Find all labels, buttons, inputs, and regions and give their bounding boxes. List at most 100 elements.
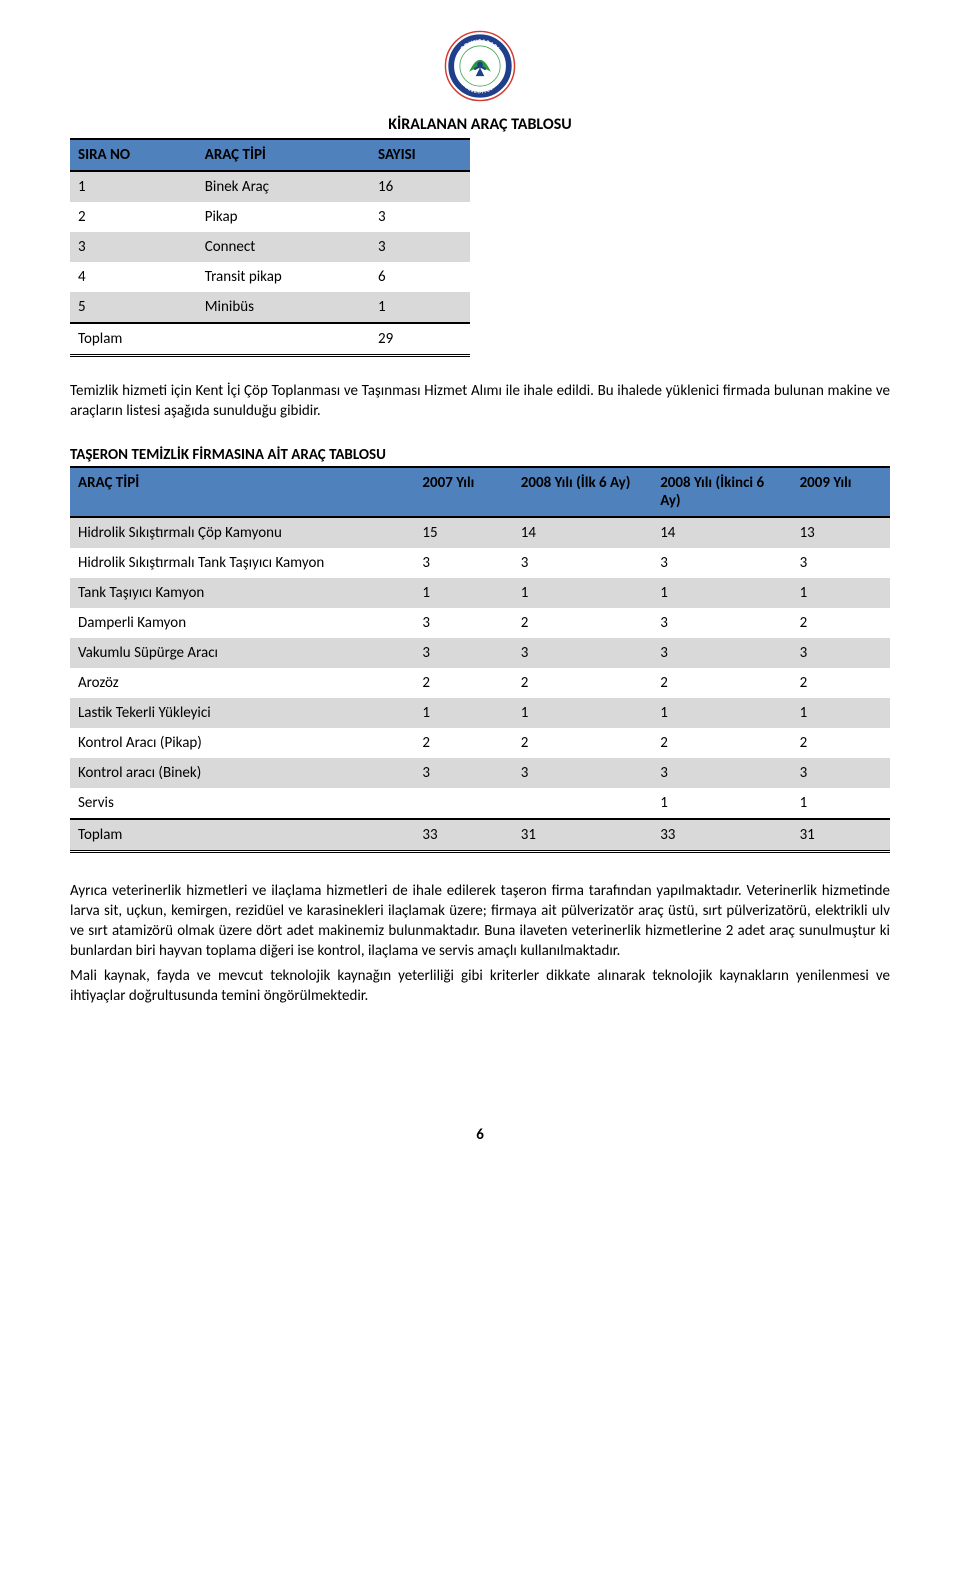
table-cell: Binek Araç [197,171,370,202]
table-row: 3Connect3 [70,232,470,262]
table1-col-sira: SIRA NO [70,139,197,171]
table-cell: 1 [513,578,652,608]
intro-paragraph: Temizlik hizmeti için Kent İçi Çöp Topla… [70,381,890,422]
table-cell: 13 [792,517,890,548]
table2-total-2009: 31 [792,819,890,852]
table-cell: 1 [652,578,791,608]
table-cell: 3 [70,232,197,262]
table2-total-2008a: 31 [513,819,652,852]
table-cell: 1 [370,292,470,323]
table1-col-sayi: SAYISI [370,139,470,171]
contractor-vehicles-table: ARAÇ TİPİ 2007 Yılı 2008 Yılı (İlk 6 Ay)… [70,466,890,853]
table-cell: Tank Taşıyıcı Kamyon [70,578,414,608]
table-cell: 2 [513,668,652,698]
table-cell: 16 [370,171,470,202]
table-cell: Kontrol Aracı (Pikap) [70,728,414,758]
table-row: Damperli Kamyon3232 [70,608,890,638]
table-cell: Hidrolik Sıkıştırmalı Çöp Kamyonu [70,517,414,548]
vet-paragraph: Ayrıca veterinerlik hizmetleri ve ilaçla… [70,881,890,962]
table-cell: 1 [414,578,512,608]
table-cell: 3 [414,548,512,578]
table-cell: 2 [792,668,890,698]
table-cell: 3 [652,608,791,638]
table1-title: KİRALANAN ARAÇ TABLOSU [70,115,890,134]
table2-total-label: Toplam [70,819,414,852]
table-cell: 3 [652,638,791,668]
table-cell: Minibüs [197,292,370,323]
table-cell: 2 [70,202,197,232]
table2-total-row: Toplam 33 31 33 31 [70,819,890,852]
table2-title: TAŞERON TEMİZLİK FİRMASINA AİT ARAÇ TABL… [70,446,890,464]
table-cell: Damperli Kamyon [70,608,414,638]
table-cell: 3 [370,202,470,232]
table1-total-empty [197,323,370,356]
table1-col-tip: ARAÇ TİPİ [197,139,370,171]
table-cell: 15 [414,517,512,548]
table-cell: 2 [414,728,512,758]
table1-total-label: Toplam [70,323,197,356]
page-number: 6 [70,1126,890,1144]
table1-total-value: 29 [370,323,470,356]
table-cell: 2 [513,608,652,638]
table-row: 1Binek Araç16 [70,171,470,202]
table-row: Lastik Tekerli Yükleyici1111 [70,698,890,728]
table1-total-row: Toplam 29 [70,323,470,356]
table-cell: 3 [792,548,890,578]
table-row: Arozöz2222 [70,668,890,698]
table-cell: 3 [513,548,652,578]
table-cell: 2 [792,728,890,758]
table1-header-row: SIRA NO ARAÇ TİPİ SAYISI [70,139,470,171]
table-row: 5Minibüs1 [70,292,470,323]
table-cell: 14 [652,517,791,548]
table-cell: Connect [197,232,370,262]
table2-total-2008b: 33 [652,819,791,852]
table-cell: 1 [70,171,197,202]
table2-col-2008b: 2008 Yılı (İkinci 6 Ay) [652,467,791,517]
table-row: Hidrolik Sıkıştırmalı Tank Taşıyıcı Kamy… [70,548,890,578]
table-row: Kontrol Aracı (Pikap)2222 [70,728,890,758]
table2-header-row: ARAÇ TİPİ 2007 Yılı 2008 Yılı (İlk 6 Ay)… [70,467,890,517]
table2-total-2007: 33 [414,819,512,852]
table-cell: 1 [652,698,791,728]
table-row: Hidrolik Sıkıştırmalı Çöp Kamyonu1514141… [70,517,890,548]
table-cell: 2 [652,668,791,698]
table-cell: Servis [70,788,414,819]
table-cell: 3 [513,758,652,788]
table-cell: 2 [652,728,791,758]
table-cell [513,788,652,819]
table-cell: 6 [370,262,470,292]
table2-col-2007: 2007 Yılı [414,467,512,517]
table-row: 4Transit pikap6 [70,262,470,292]
table-cell: Vakumlu Süpürge Aracı [70,638,414,668]
resource-paragraph: Mali kaynak, fayda ve mevcut teknolojik … [70,966,890,1007]
table-cell: 1 [652,788,791,819]
table-cell: 3 [792,638,890,668]
table-row: Vakumlu Süpürge Aracı3333 [70,638,890,668]
rented-vehicles-table: SIRA NO ARAÇ TİPİ SAYISI 1Binek Araç162P… [70,138,470,357]
table-cell: Pikap [197,202,370,232]
table-cell: 3 [370,232,470,262]
table2-col-2008a: 2008 Yılı (İlk 6 Ay) [513,467,652,517]
municipality-logo-icon: ODUNPAZARI BELEDİYESİ [444,30,516,102]
table2-col-2009: 2009 Yılı [792,467,890,517]
table-cell: 14 [513,517,652,548]
table-cell: 1 [792,698,890,728]
table-cell: Arozöz [70,668,414,698]
table-cell: 1 [792,578,890,608]
table-cell: Hidrolik Sıkıştırmalı Tank Taşıyıcı Kamy… [70,548,414,578]
table-cell: Kontrol aracı (Binek) [70,758,414,788]
table-cell: 4 [70,262,197,292]
table-cell: 3 [414,638,512,668]
table-cell: 2 [414,668,512,698]
table-row: 2Pikap3 [70,202,470,232]
table-row: Servis 11 [70,788,890,819]
table-cell: 3 [652,758,791,788]
table-cell: 1 [513,698,652,728]
table-cell: 3 [792,758,890,788]
table-cell: Transit pikap [197,262,370,292]
logo-container: ODUNPAZARI BELEDİYESİ [70,30,890,107]
table-cell: 2 [792,608,890,638]
table-cell: 3 [513,638,652,668]
table-cell: 2 [513,728,652,758]
table-cell: 1 [792,788,890,819]
